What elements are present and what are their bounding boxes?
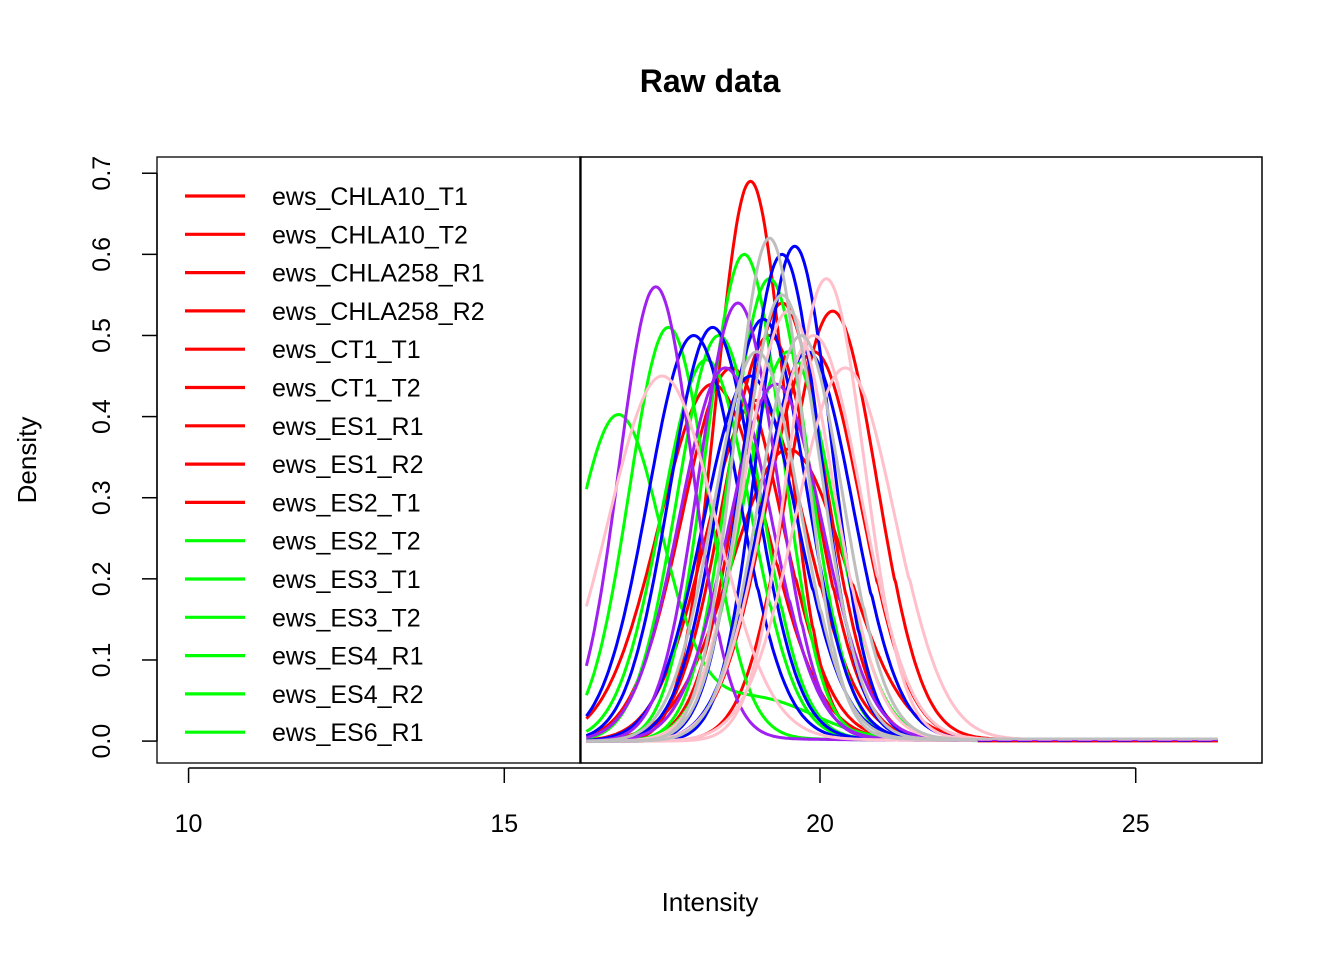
x-tick-label: 15 — [490, 810, 518, 838]
legend-label-8: ews_ES1_R2 — [272, 451, 423, 479]
x-tick-label: 20 — [806, 810, 834, 838]
y-tick-label: 0.4 — [88, 399, 116, 434]
legend-label-1: ews_CHLA10_T1 — [272, 183, 468, 211]
legend-label-6: ews_CT1_T2 — [272, 375, 421, 403]
density-curves — [584, 179, 1218, 743]
y-tick-label: 0.5 — [88, 318, 116, 353]
legend-label-5: ews_CT1_T1 — [272, 336, 421, 364]
legend-box — [156, 156, 582, 764]
legend-label-11: ews_ES3_T1 — [272, 566, 421, 594]
legend-label-10: ews_ES2_T2 — [272, 528, 421, 556]
legend-label-14: ews_ES4_R2 — [272, 681, 423, 709]
legend-label-13: ews_ES4_R1 — [272, 643, 423, 671]
legend-label-9: ews_ES2_T1 — [272, 489, 421, 517]
legend-label-15: ews_ES6_R1 — [272, 719, 423, 747]
plot-frame — [579, 156, 1263, 764]
y-tick-label: 0.2 — [88, 561, 116, 596]
density-curve-8 — [585, 382, 1218, 743]
y-axis: 0.0 0.1 0.2 0.3 0.4 0.5 0.6 0.7 — [88, 156, 158, 759]
chart-title: Raw data — [640, 63, 781, 99]
y-tick-label: 0.0 — [88, 724, 116, 759]
y-tick-label: 0.3 — [88, 480, 116, 515]
legend-label-2: ews_CHLA10_T2 — [272, 221, 468, 249]
x-axis: 10 15 20 25 — [175, 767, 1150, 838]
y-tick-label: 0.1 — [88, 643, 116, 678]
legend: ews_CHLA10_T1 ews_CHLA10_T2 ews_CHLA258_R1… — [156, 156, 582, 764]
legend-label-3: ews_CHLA258_R1 — [272, 260, 485, 288]
x-tick-label: 25 — [1122, 810, 1150, 838]
y-axis-label: Density — [12, 417, 42, 504]
legend-label-7: ews_ES1_R1 — [272, 413, 423, 441]
y-tick-label: 0.7 — [88, 156, 116, 191]
x-tick-label: 10 — [175, 810, 203, 838]
legend-label-12: ews_ES3_T2 — [272, 604, 421, 632]
x-axis-label: Intensity — [662, 887, 759, 917]
y-tick-label: 0.6 — [88, 237, 116, 272]
legend-label-4: ews_CHLA258_R2 — [272, 298, 485, 326]
